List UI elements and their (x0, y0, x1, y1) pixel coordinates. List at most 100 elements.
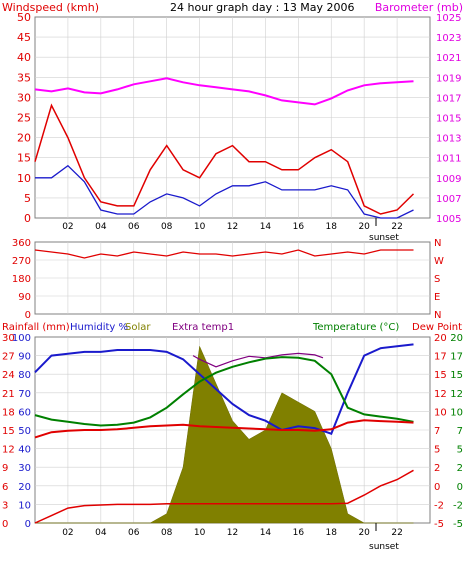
barometer-tick-label: 1019 (436, 73, 461, 84)
panel3-x-tick-label: 08 (161, 528, 173, 538)
rainfall-tick-label: 15 (2, 426, 15, 437)
rainfall-tick-label: 21 (2, 389, 15, 400)
humidity-tick-label: 40 (18, 445, 31, 456)
windspeed-tick-label: 0 (24, 212, 31, 225)
panel1-x-ticks: 02 04 06 08 10 12 14 16 18 20 22 (62, 222, 403, 232)
temperature-tick-label: 7 (434, 426, 440, 437)
rainfall-tick-label: 6 (2, 482, 8, 493)
compass-tick-label: N (434, 238, 441, 249)
windspeed-tick-label: 40 (17, 51, 31, 64)
temperature-tick-label: 10 (434, 407, 447, 418)
rainfall-tick-label: 27 (2, 352, 15, 363)
wind-direction-line (34, 249, 414, 259)
direction-tick-label: 90 (18, 292, 31, 303)
barometer-tick-label: 1021 (436, 53, 461, 64)
compass-tick-label: E (434, 292, 440, 303)
panel1-x-tick-label: 08 (161, 222, 173, 232)
panel3-x-tick-label: 12 (227, 528, 238, 538)
barometer-tick-label: 1005 (436, 214, 461, 225)
temperature-tick-label: 20 (434, 333, 447, 344)
compass-tick-label: W (434, 256, 444, 267)
temperature-tick-label: 17 (434, 352, 447, 363)
rainfall-axis-title: Rainfall (mm) (2, 322, 70, 333)
panel3-temperature-ticks: -5 -2 0 2 5 7 10 12 15 17 20 (434, 333, 447, 530)
temperature-tick-label: 5 (434, 445, 440, 456)
barometer-tick-label: 1009 (436, 174, 461, 185)
humidity-tick-label: 50 (18, 426, 31, 437)
humidity-tick-label: 80 (18, 370, 31, 381)
temperature-tick-label: 12 (434, 389, 447, 400)
panel3-x-tick-label: 04 (95, 528, 107, 538)
windspeed-tick-label: 5 (24, 192, 31, 205)
dewpoint-tick-label: 0 (457, 482, 463, 493)
panel3-x-tick-label: 06 (128, 528, 140, 538)
dewpoint-tick-label: 10 (450, 407, 463, 418)
windspeed-average-line (35, 164, 414, 219)
panel1-left-ticks: 0 5 10 15 20 25 30 35 40 45 50 (17, 11, 31, 225)
panel3-humidity-ticks: 0 10 20 30 40 50 60 70 80 90 100 (12, 333, 31, 530)
rainfall-tick-label: 3 (2, 500, 8, 511)
dewpoint-tick-label: 2 (457, 463, 463, 474)
rainfall-tick-label: 30 (2, 333, 15, 344)
windspeed-tick-label: 50 (17, 11, 31, 24)
dewpoint-tick-label: -5 (453, 519, 463, 530)
panel3-x-tick-label: 02 (62, 528, 73, 538)
windspeed-tick-label: 25 (17, 112, 31, 125)
direction-tick-label: 0 (25, 310, 31, 321)
dewpoint-axis-title: Dew Point (412, 322, 462, 333)
solar-label: Solar (125, 322, 151, 333)
panel3-x-tick-label: 10 (194, 528, 206, 538)
temperature-tick-label: 2 (434, 463, 440, 474)
windspeed-tick-label: 20 (17, 132, 31, 145)
panel1-x-tick-label: 22 (391, 222, 402, 232)
humidity-tick-label: 20 (18, 482, 31, 493)
dewpoint-tick-label: 17 (450, 352, 463, 363)
dewpoint-tick-label: 7 (457, 426, 463, 437)
humidity-tick-label: 100 (12, 333, 31, 344)
panel1-x-tick-label: 12 (227, 222, 238, 232)
panel3-sunset-label: sunset (369, 542, 399, 552)
barometer-tick-label: 1023 (436, 33, 461, 44)
panel1-x-tick-label: 06 (128, 222, 140, 232)
panel3-dewpoint-ticks: -5 -2 0 2 5 7 10 12 15 17 20 (450, 333, 463, 530)
windspeed-axis-title: Windspeed (kmh) (2, 1, 99, 14)
panel1-sunset-label: sunset (369, 233, 399, 243)
barometer-tick-label: 1025 (436, 13, 461, 24)
panel1-right-ticks: 1005 1007 1009 1011 1013 1015 1017 1019 1021 1023… (436, 13, 461, 225)
temperature-tick-label: -5 (434, 519, 444, 530)
direction-tick-label: 180 (12, 274, 31, 285)
direction-tick-label: 270 (12, 256, 31, 267)
panel1-x-tick-label: 16 (293, 222, 305, 232)
windspeed-tick-label: 35 (17, 71, 31, 84)
dewpoint-tick-label: 5 (457, 445, 463, 456)
barometer-line (34, 77, 414, 106)
panel1-x-tick-label: 02 (62, 222, 73, 232)
panel1-x-tick-label: 20 (358, 222, 370, 232)
extra-temp1-line (192, 352, 324, 368)
barometer-axis-title: Barometer (mb) (375, 1, 463, 14)
humidity-tick-label: 0 (25, 519, 31, 530)
temperature-line (34, 356, 414, 427)
panel3-x-tick-label: 18 (326, 528, 338, 538)
humidity-tick-label: 30 (18, 463, 31, 474)
rainfall-tick-label: 18 (2, 407, 15, 418)
humidity-axis-title: Humidity % (70, 322, 128, 333)
dewpoint-tick-label: 20 (450, 333, 463, 344)
rainfall-tick-label: 12 (2, 445, 15, 456)
humidity-tick-label: 10 (18, 500, 31, 511)
windspeed-tick-label: 30 (17, 91, 31, 104)
humidity-tick-label: 90 (18, 352, 31, 363)
compass-tick-label: N (434, 310, 441, 321)
barometer-tick-label: 1007 (436, 194, 461, 205)
rainfall-line (34, 469, 414, 524)
rainfall-tick-label: 0 (2, 519, 8, 530)
dewpoint-tick-label: 15 (450, 370, 463, 381)
humidity-line (34, 343, 414, 435)
direction-tick-label: 360 (12, 238, 31, 249)
windspeed-tick-label: 15 (17, 152, 31, 165)
barometer-tick-label: 1011 (436, 154, 461, 165)
